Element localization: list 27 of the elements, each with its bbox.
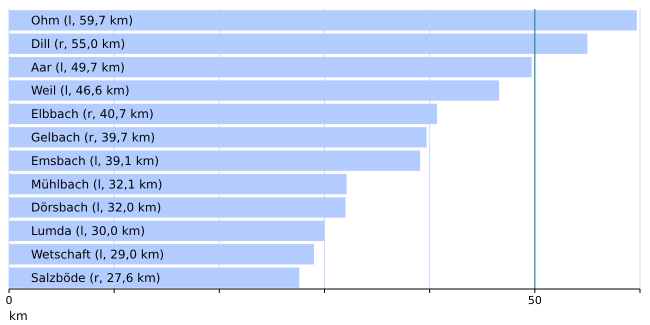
bar — [9, 150, 420, 171]
y-tick-label: Aar (l, 49,7 km) — [31, 60, 125, 74]
x-axis-title: km — [9, 309, 28, 323]
y-tick-label: Dill (r, 55,0 km) — [31, 36, 126, 51]
y-tick-label: Emsbach (l, 39,1 km) — [31, 154, 160, 168]
bar — [9, 10, 637, 31]
y-tick-label: Salzböde (r, 27,6 km) — [31, 270, 160, 285]
y-tick-label: Gelbach (r, 39,7 km) — [31, 130, 156, 145]
y-tick-label: Weil (l, 46,6 km) — [31, 84, 130, 98]
x-tick-label: 50 — [528, 294, 542, 307]
y-tick-label: Wetschaft (l, 29,0 km) — [31, 247, 164, 262]
bar — [9, 174, 347, 194]
y-tick-label: Ohm (l, 59,7 km) — [31, 14, 134, 28]
bar — [9, 244, 314, 264]
bar — [9, 34, 588, 54]
y-tick-label: Lumda (l, 30,0 km) — [31, 224, 146, 238]
x-tick-label: 0 — [6, 294, 12, 307]
bar — [9, 104, 438, 124]
bar — [9, 80, 500, 101]
bar — [9, 56, 532, 78]
y-tick-label: Dörsbach (l, 32,0 km) — [31, 200, 162, 215]
y-tick-label: Elbbach (r, 40,7 km) — [31, 107, 154, 122]
y-tick-label: Mühlbach (l, 32,1 km) — [31, 177, 162, 192]
bar — [9, 127, 427, 148]
bar — [9, 267, 300, 288]
bar — [9, 197, 346, 218]
bar — [9, 220, 324, 242]
